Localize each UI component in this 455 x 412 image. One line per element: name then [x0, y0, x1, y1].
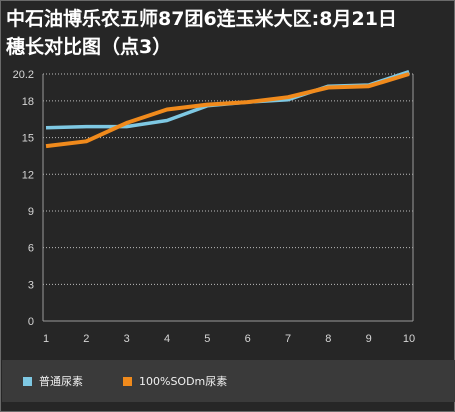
y-tick-label: 15 — [22, 133, 34, 145]
x-tick-label: 10 — [403, 333, 415, 345]
x-tick-label: 7 — [285, 333, 291, 345]
y-tick-label: 3 — [28, 279, 34, 291]
legend-swatch-series-1 — [23, 376, 32, 386]
y-tick-label: 18 — [22, 96, 34, 108]
legend: 普通尿素 100%SODm尿素 — [2, 360, 455, 402]
y-tick-label: 0 — [28, 316, 34, 328]
x-tick-label: 6 — [245, 333, 251, 345]
legend-item-series-2: 100%SODm尿素 — [123, 374, 227, 388]
legend-swatch-series-2 — [123, 376, 132, 386]
y-tick-label: 6 — [28, 243, 34, 255]
series-line-2 — [45, 72, 410, 149]
x-tick-label: 1 — [43, 333, 49, 345]
axis-layer — [42, 74, 414, 322]
legend-label-series-1: 普通尿素 — [39, 375, 83, 388]
series-line-1 — [45, 69, 410, 130]
x-tick-label: 3 — [124, 333, 130, 345]
series-layer — [45, 69, 410, 149]
chart-title: 中石油博乐农五师87团6连玉米大区:8月21日 穗长对比图（点3） — [6, 5, 452, 61]
chart-title-line-2: 穗长对比图（点3） — [6, 36, 172, 58]
chart-title-line-1: 中石油博乐农五师87团6连玉米大区:8月21日 — [6, 8, 397, 30]
y-tick-label: 20.2 — [13, 69, 34, 81]
y-tick-label: 12 — [22, 169, 34, 181]
x-tick-label: 2 — [83, 333, 89, 345]
x-tick-label: 4 — [164, 333, 170, 345]
legend-item-series-1: 普通尿素 — [23, 374, 83, 388]
y-tick-label: 9 — [28, 206, 34, 218]
x-tick-label: 5 — [204, 333, 210, 345]
x-tick-label: 9 — [366, 333, 372, 345]
legend-label-series-2: 100%SODm尿素 — [139, 375, 228, 388]
x-tick-label: 8 — [325, 333, 331, 345]
